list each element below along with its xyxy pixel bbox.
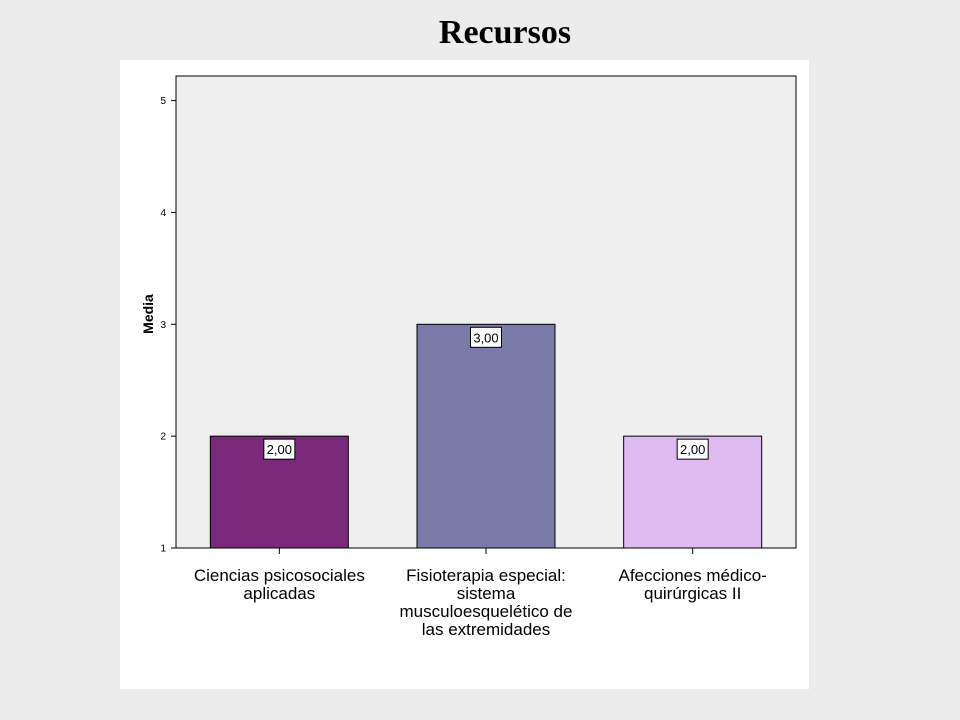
y-tick-label: 3 xyxy=(160,320,166,331)
x-tick-label: quirúrgicas II xyxy=(644,584,741,603)
x-tick-label: Fisioterapia especial: xyxy=(406,566,566,585)
x-tick-label: sistema xyxy=(457,584,516,603)
x-tick-label: aplicadas xyxy=(243,584,315,603)
data-label: 2,00 xyxy=(267,442,292,457)
bar xyxy=(416,323,556,549)
chart-title: Recursos xyxy=(438,14,572,51)
data-label: 3,00 xyxy=(473,330,498,345)
data-label-box xyxy=(676,438,709,460)
y-tick-label: 2 xyxy=(160,432,166,443)
x-tick-label: musculoesquelético de xyxy=(400,602,573,621)
y-tick-label: 1 xyxy=(160,544,166,555)
y-tick-label: 5 xyxy=(160,96,166,107)
y-axis-title: Media xyxy=(140,294,156,334)
data-label-box xyxy=(263,438,296,460)
y-tick-label: 4 xyxy=(160,208,166,219)
data-label: 2,00 xyxy=(680,442,705,457)
chart-panel: 1 2 3 4 5 Media 2,00 Ciencias psicosociales apli… xyxy=(120,60,809,689)
x-tick-label: las extremidades xyxy=(422,620,551,639)
data-label-box xyxy=(470,326,502,348)
x-tick-label: Ciencias psicosociales xyxy=(194,566,365,585)
x-tick-label: Afecciones médico- xyxy=(618,566,766,585)
bar-chart: 1 2 3 4 5 Media 2,00 Ciencias psicosocialesapli… xyxy=(140,75,797,639)
